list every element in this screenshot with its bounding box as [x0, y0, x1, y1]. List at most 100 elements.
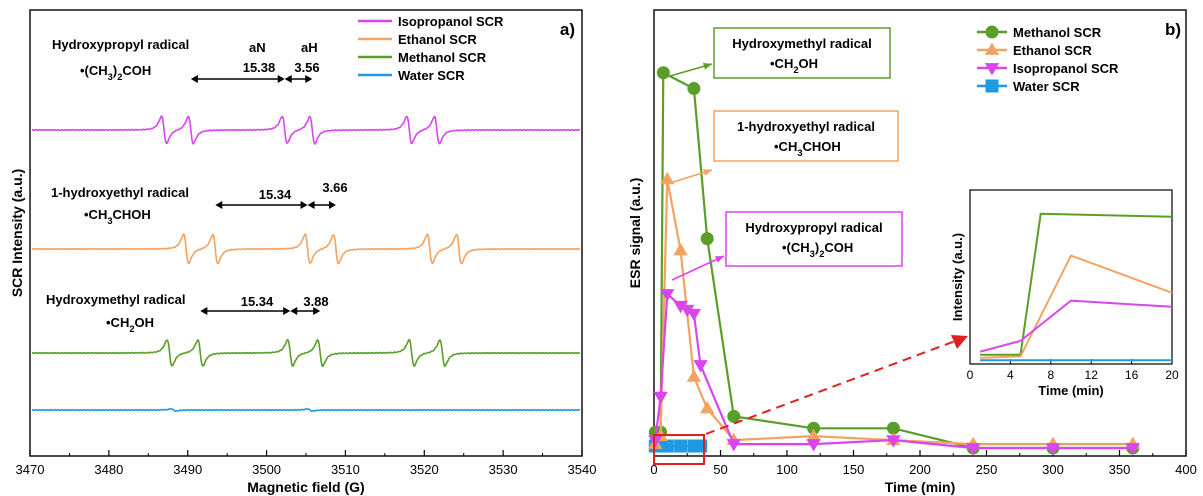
- annotation-meth-ah-value: 3.88: [303, 294, 328, 309]
- y-axis-label: SCR Intensity (a.u.): [9, 169, 25, 297]
- spectrum-line: [32, 233, 581, 265]
- annotation-iso-name: Hydroxypropyl radical: [745, 220, 882, 235]
- x-tick-label: 3490: [173, 462, 202, 477]
- annotation-box-eth: [713, 110, 899, 162]
- arrow-eth-an-head-right: [300, 201, 308, 209]
- data-point: [660, 171, 675, 185]
- data-point: [680, 304, 695, 318]
- spectrum-line: [32, 407, 581, 412]
- arrow-meth-an-head-right: [283, 307, 291, 315]
- data-point: [1045, 443, 1061, 456]
- arrow-meth-ah-head-right: [313, 307, 321, 315]
- legend-entry: Water SCR: [1013, 79, 1080, 94]
- legend-entry: Methanol SCR: [398, 50, 487, 65]
- arrow-meth-ah-head-left: [290, 307, 298, 315]
- data-point: [673, 300, 688, 314]
- annotation-iso-ah-label: aH: [301, 40, 318, 55]
- spectrum-line: [32, 338, 581, 368]
- x-tick-label: 250: [976, 462, 998, 477]
- x-tick-label: 0: [650, 462, 657, 477]
- annotation-meth-arrowhead: [703, 62, 712, 70]
- y-axis-label: ESR signal (a.u.): [627, 178, 643, 288]
- annotation-eth-arrowhead: [703, 169, 712, 176]
- x-tick-label: 3500: [252, 462, 281, 477]
- data-point: [686, 308, 702, 322]
- annotation-iso-name: Hydroxypropyl radical: [52, 37, 189, 52]
- arrow-iso-an-head-right: [277, 75, 285, 83]
- x-tick-label: 400: [1175, 462, 1197, 477]
- data-point: [660, 439, 674, 453]
- annotation-meth-name: Hydroxymethyl radical: [46, 292, 185, 307]
- inset-x-tick-label: 12: [1085, 368, 1099, 382]
- annotation-eth-name: 1-hydroxyethyl radical: [737, 119, 875, 134]
- annotation-meth-formula: •CH2OH: [770, 56, 818, 75]
- data-point: [727, 409, 741, 423]
- annotation-eth-formula: •CH3CHOH: [774, 139, 841, 158]
- inset-series-line: [980, 254, 1173, 359]
- annotation-iso-formula: •(CH3)2COH: [80, 63, 151, 82]
- arrow-eth-ah-head-left: [307, 201, 315, 209]
- data-point: [886, 435, 901, 448]
- x-axis-label: Magnetic field (G): [247, 479, 364, 495]
- legend-entry: Ethanol SCR: [398, 32, 477, 47]
- legend-marker: [985, 79, 999, 93]
- legend-entry: Isopropanol SCR: [398, 14, 504, 29]
- x-tick-label: 150: [843, 462, 865, 477]
- legend-marker: [984, 42, 1000, 55]
- annotation-meth-name: Hydroxymethyl radical: [732, 36, 871, 51]
- data-point: [648, 435, 663, 448]
- x-tick-label: 300: [1042, 462, 1064, 477]
- arrow-iso-an-head-left: [190, 75, 198, 83]
- inset-x-tick-label: 20: [1165, 368, 1179, 382]
- annotation-iso-an-label: aN: [249, 40, 266, 55]
- annotation-meth-formula: •CH2OH: [106, 315, 154, 334]
- inset-x-tick-label: 8: [1047, 368, 1054, 382]
- annotation-iso-arrow: [671, 255, 725, 281]
- annotation-iso-arrowhead: [715, 256, 724, 263]
- annotation-iso-an-value: 15.38: [243, 60, 276, 75]
- inset-y-axis-label: Intensity (a.u.): [950, 233, 965, 321]
- x-tick-label: 3470: [16, 462, 45, 477]
- inset-x-tick-label: 0: [967, 368, 974, 382]
- panel-label: a): [560, 20, 575, 39]
- data-point: [656, 66, 670, 80]
- x-tick-label: 3480: [94, 462, 123, 477]
- data-point: [806, 439, 821, 452]
- zoom-arrow: [705, 339, 959, 435]
- arrow-meth-an-head-left: [200, 307, 208, 315]
- arrow-eth-ah-head-right: [328, 201, 336, 209]
- x-tick-label: 3520: [410, 462, 439, 477]
- annotation-iso-ah-value: 3.56: [294, 60, 319, 75]
- annotation-eth-an-value: 15.34: [259, 187, 292, 202]
- legend-marker: [985, 25, 999, 39]
- spectrum-line: [32, 114, 581, 145]
- data-point: [1125, 443, 1140, 456]
- inset-series-line: [979, 299, 1173, 353]
- legend-entry: Methanol SCR: [1013, 25, 1102, 40]
- x-tick-label: 100: [776, 462, 798, 477]
- legend-entry: Isopropanol SCR: [1013, 61, 1119, 76]
- arrow-eth-an-head-left: [215, 201, 223, 209]
- legend-entry: Water SCR: [398, 68, 465, 83]
- series-line: [654, 179, 1133, 446]
- data-point: [807, 421, 821, 435]
- annotation-meth-an-value: 15.34: [241, 294, 274, 309]
- annotation-box-iso: [725, 211, 903, 267]
- data-point: [687, 82, 701, 96]
- arrow-iso-ah-head-right: [305, 75, 313, 83]
- data-point: [726, 439, 741, 452]
- arrow-iso-ah-head-left: [284, 75, 292, 83]
- x-tick-label: 350: [1109, 462, 1131, 477]
- x-tick-label: 50: [713, 462, 727, 477]
- x-tick-label: 3540: [568, 462, 597, 477]
- annotation-iso-formula: •(CH3)2COH: [782, 240, 853, 259]
- annotation-box-meth: [713, 27, 891, 79]
- annotation-eth-ah-value: 3.66: [322, 180, 347, 195]
- data-point: [700, 401, 715, 414]
- x-tick-label: 3530: [489, 462, 518, 477]
- data-point: [693, 360, 708, 373]
- data-point: [700, 232, 714, 246]
- inset-x-tick-label: 4: [1007, 368, 1014, 382]
